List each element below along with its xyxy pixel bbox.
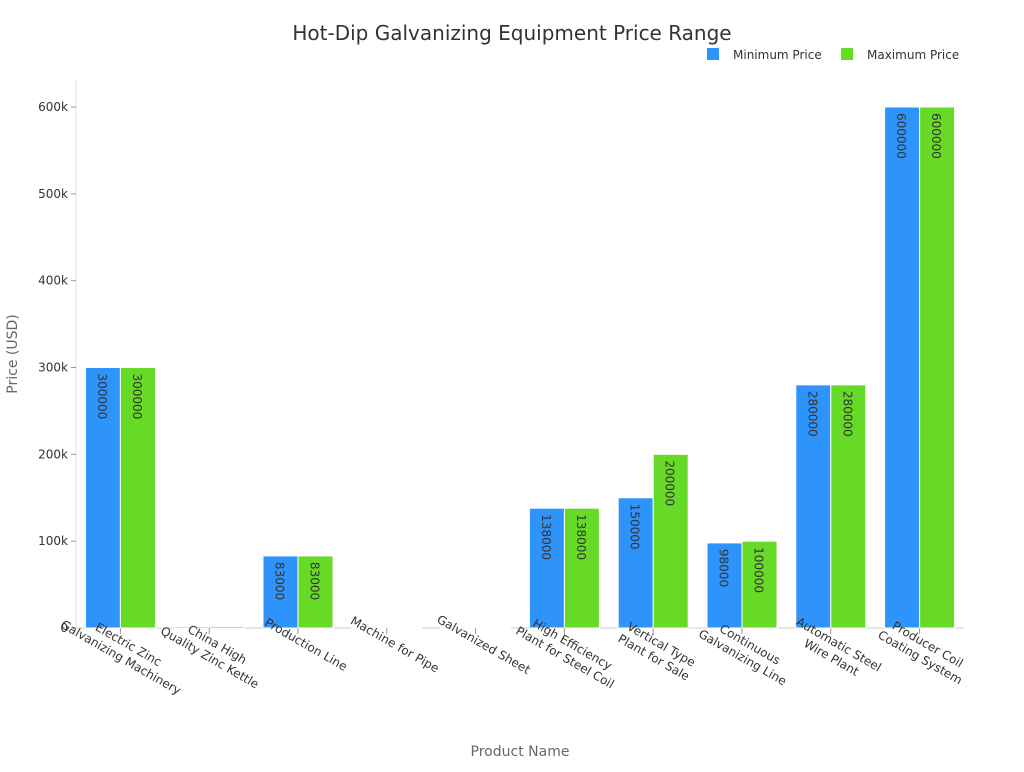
- legend-swatch: [707, 48, 719, 60]
- bar-max[interactable]: [830, 384, 867, 629]
- data-label: 138000: [574, 514, 588, 560]
- data-label: 280000: [840, 391, 854, 437]
- bar-max[interactable]: [919, 106, 956, 629]
- x-tick-label: China HighQuality Zinc Kettle: [158, 611, 269, 692]
- x-tick-label: Galvanized Sheet: [435, 612, 533, 677]
- y-tick-label: 0: [60, 621, 68, 635]
- y-tick-label: 500k: [38, 187, 68, 201]
- bar-max[interactable]: [741, 540, 778, 629]
- data-label: 600000: [929, 113, 943, 159]
- data-label: 600000: [894, 113, 908, 159]
- y-axis-label: Price (USD): [5, 314, 21, 393]
- data-label: 300000: [95, 374, 109, 420]
- data-label: 138000: [539, 514, 553, 560]
- data-label: 300000: [130, 374, 144, 420]
- y-tick-label: 400k: [38, 274, 68, 288]
- bar-max[interactable]: [652, 453, 689, 629]
- data-label: 200000: [663, 460, 677, 506]
- bar-max[interactable]: [208, 625, 245, 629]
- data-label: 83000: [273, 562, 287, 600]
- bar-max[interactable]: [297, 555, 334, 629]
- bar-min[interactable]: [617, 497, 654, 629]
- data-label: 83000: [308, 562, 322, 600]
- legend-label[interactable]: Minimum Price: [733, 48, 822, 62]
- bar-min[interactable]: [795, 384, 832, 629]
- data-label: 280000: [805, 391, 819, 437]
- legend-label[interactable]: Maximum Price: [867, 48, 959, 62]
- legend-swatch: [841, 48, 853, 60]
- chart-title: Hot-Dip Galvanizing Equipment Price Rang…: [292, 21, 731, 45]
- y-tick-label: 600k: [38, 100, 68, 114]
- data-label: 100000: [752, 547, 766, 593]
- y-tick-label: 100k: [38, 534, 68, 548]
- y-tick-label: 300k: [38, 361, 68, 375]
- data-label: 98000: [717, 549, 731, 587]
- x-axis-label: Product Name: [471, 744, 570, 760]
- legend: Minimum Price Maximum Price: [707, 48, 959, 62]
- bar-max[interactable]: [563, 507, 600, 629]
- bar-min[interactable]: [528, 507, 565, 629]
- x-tick-label: Machine for Pipe: [348, 614, 441, 676]
- bar-max[interactable]: [386, 627, 423, 629]
- y-tick-label: 200k: [38, 447, 68, 461]
- bar-min[interactable]: [884, 106, 921, 629]
- bar-min[interactable]: [84, 367, 121, 629]
- data-label: 150000: [628, 504, 642, 550]
- bar-max[interactable]: [119, 367, 156, 629]
- bar-max[interactable]: [475, 626, 512, 629]
- bar-min[interactable]: [706, 542, 743, 629]
